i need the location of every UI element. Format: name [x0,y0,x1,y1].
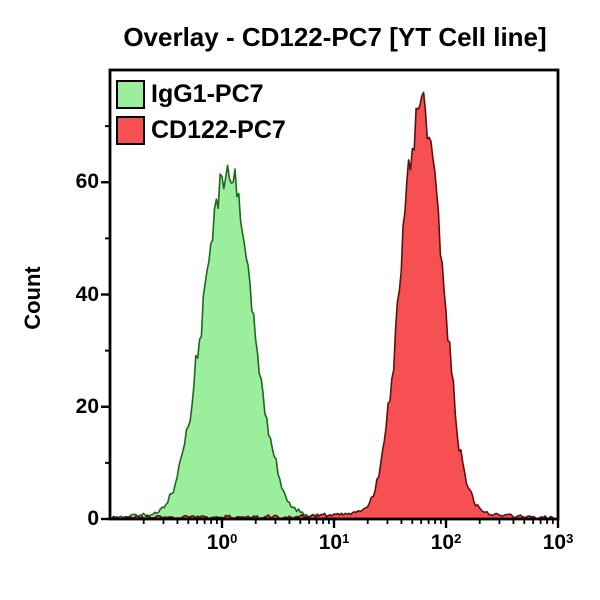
legend-item-igg1: IgG1-PC7 [116,80,286,109]
y-tick-label-20: 20 [75,394,99,418]
x-tick-label-10e2: 102 [430,531,462,554]
histogram-IgG1-PC7 [111,164,557,519]
legend-swatch-red-icon [116,116,145,145]
x-tick-label-10e0: 100 [206,531,238,554]
chart-title: Overlay - CD122-PC7 [YT Cell line] [123,22,547,52]
y-tick-label-60: 60 [75,170,99,194]
y-tick-label-40: 40 [75,282,99,306]
y-tick-label-0: 0 [87,507,99,530]
plot-frame [108,68,560,521]
x-tick-label-10e1: 101 [318,531,350,554]
legend-item-cd122: CD122-PC7 [116,116,286,145]
legend-swatch-green-icon [116,80,145,109]
histogram-CD122-PC7 [111,91,557,519]
x-tick-label-10e3: 103 [542,531,574,554]
legend-label-igg1: IgG1-PC7 [151,80,264,108]
legend: IgG1-PC7 CD122-PC7 [116,80,286,145]
legend-label-cd122: CD122-PC7 [151,116,286,144]
